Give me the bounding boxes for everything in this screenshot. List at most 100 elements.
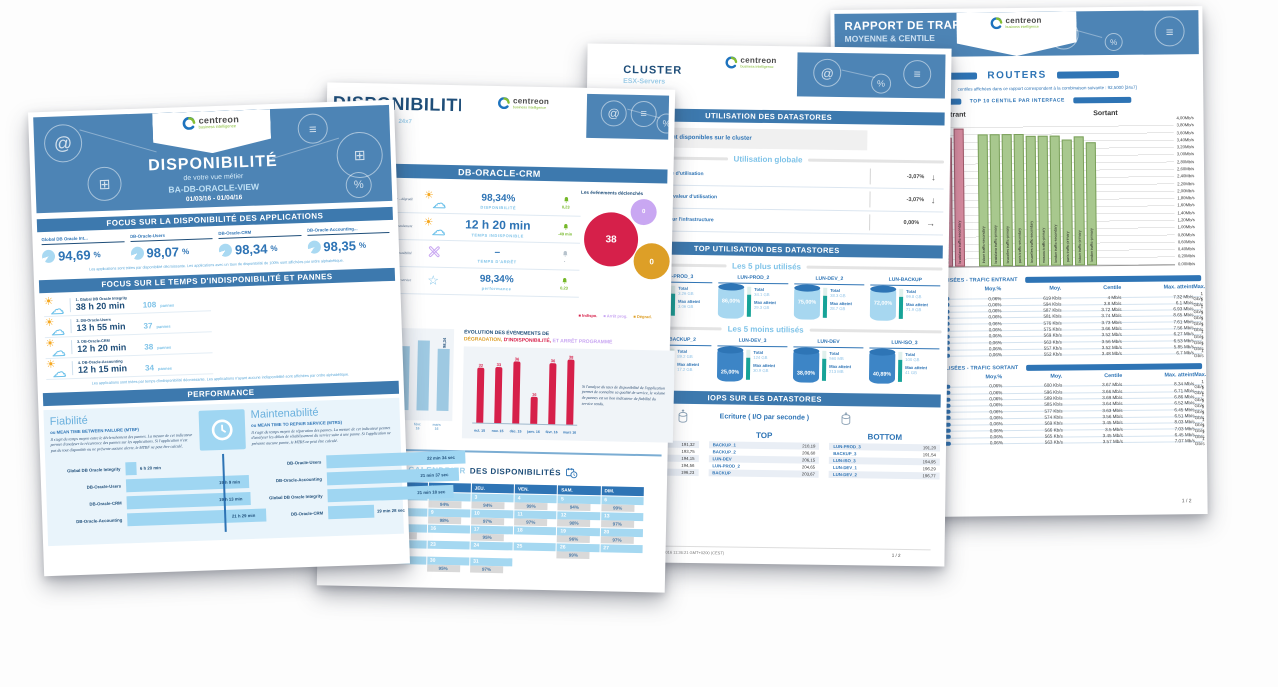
mtbf-bar-row: DB-Oracle-Accounting 21 h 29 min	[53, 508, 267, 531]
events-bar: 32 oct. 15	[474, 353, 485, 433]
pie-icon	[218, 243, 233, 257]
page-subtitle: ESX-Servers	[623, 77, 666, 86]
moy-pct: 0,06%	[988, 295, 1002, 301]
failure-unit: pannes	[157, 365, 173, 371]
x-label: févr. 16	[545, 430, 558, 435]
failure-count: 108	[142, 299, 157, 310]
at-icon: @	[813, 58, 842, 88]
app-name: DB-Oracle-Accounting...	[306, 224, 390, 236]
centile: 3.67 Mb/s	[1102, 382, 1123, 388]
moy: 587 Kb/s	[1043, 307, 1062, 313]
centile: 3.63 Mb/s	[1102, 407, 1123, 413]
clock-icon	[198, 409, 246, 451]
max-atteint: 6.71 Mb/s	[1174, 387, 1195, 394]
interface-label: lisbon traffic-secondary	[981, 226, 987, 264]
crm-stats-grid: ...rendu par ...dégradé ☀☁ 98,34%DISPONI…	[328, 184, 671, 324]
decor-bar	[1056, 70, 1119, 79]
y-tick: 2,60Mb/s	[1177, 166, 1195, 172]
usage-percent: 38,00%	[796, 370, 816, 377]
y-tick: 1,20Mb/s	[1177, 217, 1195, 223]
usage-gauge	[898, 288, 904, 319]
centile: 3.5 Mb/s	[1105, 426, 1123, 432]
total-value: 34.1 GB	[754, 292, 770, 298]
x-label: mars 16	[432, 422, 441, 431]
iops-value: 194,56	[681, 462, 695, 469]
bar-value: 21 h 29 min	[231, 512, 256, 519]
moy: 585 Kb/s	[1044, 401, 1063, 408]
write-io-header: Ecriture ( I/O par seconde )	[588, 408, 940, 428]
downtime-duration: 38 h 20 min	[75, 299, 125, 312]
weather-icon: ☀ ☁	[45, 358, 67, 380]
day-availability: 95%	[470, 533, 504, 542]
usage-gauge	[670, 285, 676, 316]
datastore-name: LUN-PROD_3	[833, 443, 861, 450]
bar	[566, 359, 575, 425]
bar-value: 98,34	[441, 337, 447, 348]
calendar-cell: 13 97%	[600, 512, 644, 528]
stat-value: 98,34%	[481, 192, 516, 204]
bar	[530, 397, 538, 424]
events-bar: 33 nov. 15	[492, 353, 504, 433]
usage-percent: 72,00%	[873, 300, 893, 307]
iops-value: 193,75	[681, 448, 695, 455]
iops-value: 206,60	[802, 450, 816, 456]
calendar-cell: 9 98%	[427, 508, 471, 525]
weather-icon: ☀ ☁	[423, 189, 447, 211]
sortant-bars: lisbon traffic-secondary bratislava traff…	[977, 120, 1098, 267]
moy: 600 Kb/s	[1044, 383, 1063, 389]
centile: 3.66 Mb/s	[1102, 388, 1123, 394]
bar-label: DB-Oracle-CRM	[89, 500, 122, 507]
arrow-down-icon: ↓	[931, 172, 936, 183]
usage-percent: 75,00%	[797, 299, 817, 306]
bar-value: 19 h 13 min	[218, 496, 243, 503]
app-name: DB-Oracle-CRM	[218, 228, 301, 239]
total-value: 38.3 GB	[830, 293, 846, 299]
calendar-title: CALENDRIER DES DISPONIBILITÉS	[325, 461, 661, 481]
datastore-name: LUN-DEV_1	[833, 464, 858, 471]
stat-label: performance	[481, 285, 512, 291]
mtrs-column: Maintenabilité ou MEAN TIME TO REPAIR SE…	[250, 404, 466, 531]
page1-titles: DISPONIBILITÉ de votre vue métier BA-DB-…	[35, 149, 392, 208]
total-value: 99.8 GB	[906, 294, 922, 300]
events-bubble-arret: 0	[630, 198, 657, 226]
calendar-cell: 16	[427, 524, 470, 541]
calendar-cell: 25	[513, 542, 557, 558]
day-availability: 96%	[557, 535, 591, 544]
failure-unit: pannes	[160, 302, 175, 308]
calendar-cell: 20 97%	[600, 528, 644, 544]
traffic-bar-sortant: lisbon traffic-primary	[1073, 136, 1086, 266]
bar	[125, 462, 138, 476]
availability-unit: %	[93, 250, 101, 260]
y-tick: 0,80Mb/s	[1177, 231, 1195, 237]
page1-header-banner: @ ⊞ ≡ ⊞ % centreon business intelligence …	[33, 104, 393, 214]
stat-value: 98,34%	[479, 273, 514, 285]
availability-bar: 98,34	[436, 335, 450, 412]
bar	[476, 368, 485, 423]
day-number: 23	[427, 540, 470, 550]
moy: 577 Kb/s	[1044, 408, 1063, 414]
moy-pct: 0,06%	[988, 352, 1002, 358]
bar-label: DB-Oracle-Users	[86, 483, 122, 490]
logo-tagline: business intelligence	[740, 63, 774, 69]
y-tick: 3,00Mb/s	[1176, 151, 1195, 157]
calendar-cell	[556, 559, 599, 575]
traffic-bar-sortant: bruxelles traffic-secondary	[1025, 135, 1038, 266]
datastore-card: LUN-BACKUP 72,00% Total 99.8 GB Max attein…	[869, 276, 941, 321]
y-tick: 1,60Mb/s	[1177, 202, 1195, 208]
trend-value: 0,23	[560, 284, 569, 290]
report-page-traffic: RAPPORT DE TRAFIC MOYENNE & CENTILE @ % …	[830, 6, 1208, 518]
page-number: 1 / 2	[1181, 498, 1192, 505]
availability-value: 98,07	[146, 244, 180, 261]
app-name: DB-Oracle-Users	[129, 231, 213, 243]
y-tick: 1,00Mb/s	[1177, 224, 1195, 230]
y-tick: 3,80Mb/s	[1176, 122, 1194, 128]
moy: 563 Kb/s	[1044, 439, 1063, 445]
delta-value: -3,07%	[906, 196, 925, 204]
iops-value: 194,15	[681, 455, 695, 462]
bar-value: 21 min 37 sec	[420, 472, 449, 479]
bar	[416, 340, 430, 411]
day-availability: 97%	[600, 536, 634, 544]
max-atteint: 8.65 Mb/s	[1173, 312, 1194, 318]
interface-label: bratislava traffic-primary	[993, 224, 999, 264]
calendar-cell: 27	[600, 544, 643, 560]
